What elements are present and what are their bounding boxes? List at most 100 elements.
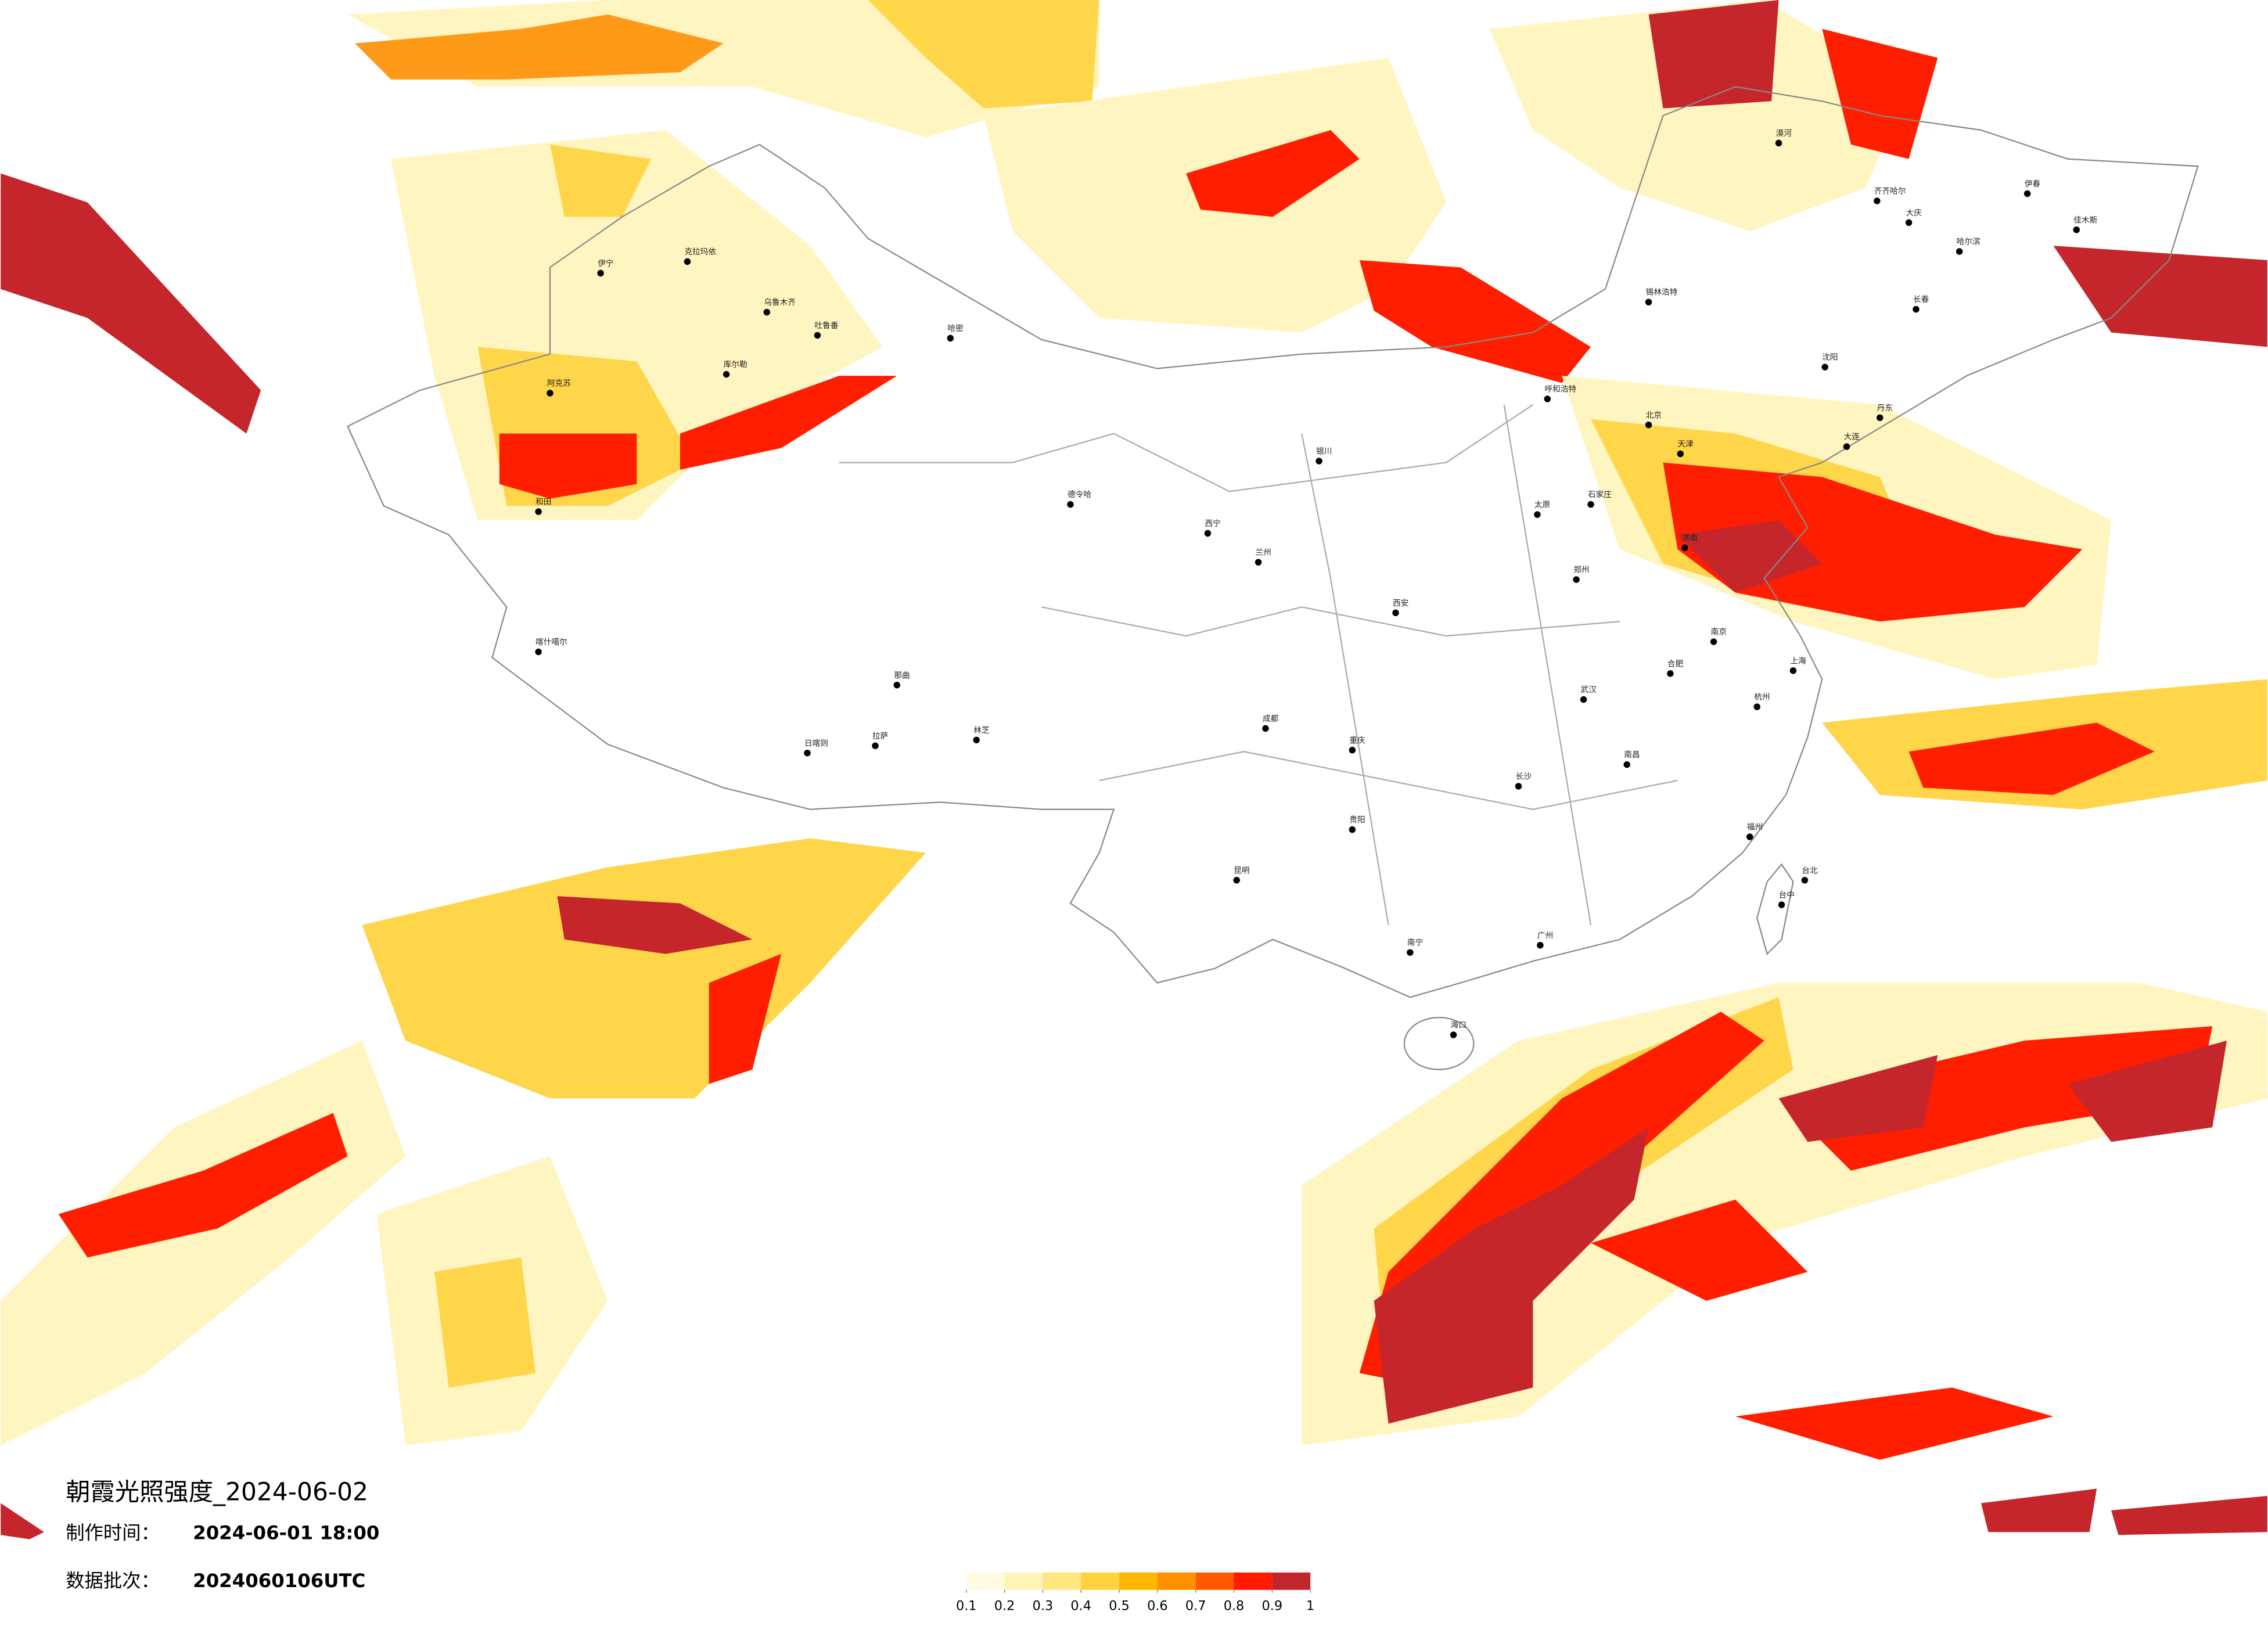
field xyxy=(2068,1041,2227,1142)
city-dot xyxy=(1775,139,1782,147)
field xyxy=(680,376,897,470)
city-label: 上海 xyxy=(1790,656,1806,665)
colorbar-cell xyxy=(1043,1572,1081,1590)
production-label: 制作时间： xyxy=(66,1522,160,1544)
city-label: 德令哈 xyxy=(1067,490,1091,499)
city-dot xyxy=(1587,501,1594,508)
city-dot xyxy=(1710,638,1717,645)
city-dot xyxy=(1262,725,1269,732)
city-label: 大庆 xyxy=(1906,208,1922,218)
city-label: 西宁 xyxy=(1205,519,1220,528)
city-label: 吐鲁番 xyxy=(814,321,838,330)
colorbar-label: 0.1 xyxy=(956,1599,977,1614)
field xyxy=(709,954,782,1084)
city-dot xyxy=(1515,783,1522,790)
city-dot xyxy=(1681,544,1688,552)
city-dot xyxy=(763,308,771,316)
city-label: 郑州 xyxy=(1573,566,1589,575)
colorbar-cell xyxy=(1234,1572,1273,1590)
country-outline xyxy=(347,86,2199,1070)
city-label: 福州 xyxy=(1747,823,1763,832)
colorbar-cell xyxy=(1272,1572,1311,1590)
city-dot xyxy=(723,370,730,378)
city-dot xyxy=(1789,667,1797,674)
city-label: 佳木斯 xyxy=(2073,215,2097,225)
city-dot xyxy=(1349,747,1356,754)
city-dot xyxy=(1255,559,1262,566)
city-label: 乌鲁木齐 xyxy=(764,298,796,307)
city-dot xyxy=(1067,501,1074,508)
city-dot xyxy=(535,508,542,515)
city-dot xyxy=(1821,364,1828,370)
field xyxy=(1186,130,1360,217)
city-label: 锡林浩特 xyxy=(1646,288,1678,297)
city-label: 西安 xyxy=(1393,599,1408,608)
colorbar-label: 0.4 xyxy=(1070,1599,1091,1614)
field xyxy=(58,1113,348,1258)
colorbar-cell xyxy=(966,1572,1005,1590)
city-dot xyxy=(1407,949,1414,956)
city-label: 成都 xyxy=(1263,714,1279,724)
city-dot xyxy=(1645,422,1652,429)
colorbar-label: 0.3 xyxy=(1033,1599,1054,1614)
city-dot xyxy=(535,648,542,656)
colorbar-label: 1 xyxy=(1306,1599,1314,1614)
batch-label: 数据批次： xyxy=(66,1570,160,1592)
field xyxy=(1908,722,2155,795)
city-label: 南宁 xyxy=(1407,938,1423,948)
city-dot xyxy=(1753,703,1760,710)
field xyxy=(1,173,261,434)
city-dot xyxy=(804,749,811,757)
city-dot xyxy=(1956,248,1963,255)
hainan xyxy=(1403,1017,1475,1070)
city-dot xyxy=(597,269,604,277)
city-dot xyxy=(1349,826,1356,833)
field xyxy=(1,1503,44,1539)
city-dot xyxy=(684,258,691,265)
field xyxy=(1648,0,1779,109)
city-dot xyxy=(1877,414,1884,422)
field xyxy=(354,14,724,80)
city-dot xyxy=(1580,696,1587,703)
intensity-field xyxy=(1,0,2267,1539)
field xyxy=(499,433,637,499)
city-dot xyxy=(1645,298,1652,305)
colorbar-label: 0.2 xyxy=(994,1599,1015,1614)
colorbar: 0.1 0.2 0.3 0.4 0.5 0.6 0.7 0.8 0.9 1 xyxy=(956,1572,1314,1614)
production-time: 2024-06-01 18:00 xyxy=(193,1522,379,1544)
city-label: 呼和浩特 xyxy=(1544,384,1576,394)
city-label: 喀什噶尔 xyxy=(535,638,567,647)
colorbar-label: 0.8 xyxy=(1224,1599,1245,1614)
field xyxy=(868,0,1099,109)
colorbar-cell xyxy=(1157,1572,1196,1590)
field xyxy=(1981,1488,2097,1533)
city-label: 南京 xyxy=(1711,628,1727,637)
province-border xyxy=(1301,433,1389,926)
city-label: 银川 xyxy=(1316,447,1332,456)
province-border xyxy=(1503,404,1592,926)
city-label: 海口 xyxy=(1451,1021,1467,1030)
city-label: 长沙 xyxy=(1516,772,1532,782)
city-dot xyxy=(893,682,901,689)
city-dot xyxy=(547,390,553,397)
city-label: 石家庄 xyxy=(1588,490,1612,499)
city-label: 库尔勒 xyxy=(724,360,747,369)
city-label: 杭州 xyxy=(1754,693,1770,702)
city-dot xyxy=(1233,877,1240,884)
city-dot xyxy=(1913,305,1920,313)
city-label: 台中 xyxy=(1779,891,1795,900)
city-label: 昆明 xyxy=(1234,866,1249,875)
field xyxy=(1359,260,1591,383)
city-dot xyxy=(947,334,954,342)
city-label: 重庆 xyxy=(1349,736,1365,745)
city-label: 济南 xyxy=(1682,534,1698,543)
field xyxy=(1590,1199,1808,1301)
city-dot xyxy=(1677,450,1684,458)
city-label: 克拉玛依 xyxy=(684,247,716,257)
city-dot xyxy=(1746,833,1753,840)
city-label: 齐齐哈尔 xyxy=(1874,187,1906,196)
city-dot xyxy=(1315,458,1322,465)
city-label: 长春 xyxy=(1913,295,1929,304)
